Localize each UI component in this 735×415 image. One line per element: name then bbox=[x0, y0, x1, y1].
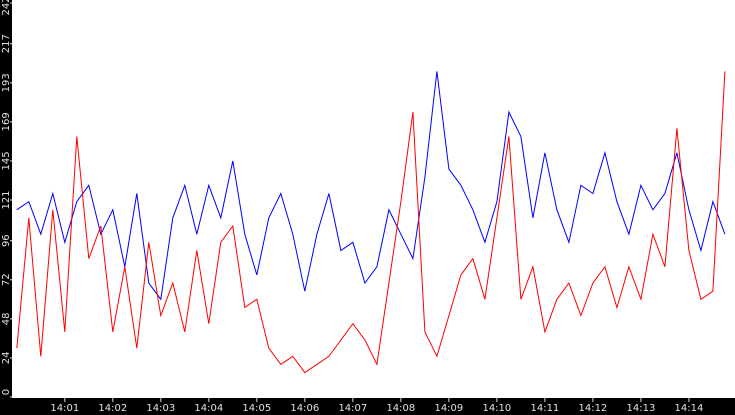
y-tick-label: 217 bbox=[1, 34, 12, 53]
x-tick-label: 14:11 bbox=[530, 403, 559, 414]
y-tick-label: 193 bbox=[1, 73, 12, 92]
x-tick-label: 14:14 bbox=[674, 403, 703, 414]
x-tick-label: 14:07 bbox=[338, 403, 367, 414]
y-tick-label: 0 bbox=[1, 389, 12, 395]
x-tick-label: 14:02 bbox=[98, 403, 127, 414]
x-tick-label: 14:01 bbox=[50, 403, 79, 414]
y-tick-label: 169 bbox=[1, 112, 12, 131]
x-tick-label: 14:12 bbox=[578, 403, 607, 414]
series-line bbox=[16, 71, 726, 301]
x-tick-label: 14:03 bbox=[146, 403, 175, 414]
y-tick-label: 121 bbox=[1, 190, 12, 209]
x-axis-bar bbox=[0, 398, 735, 415]
plot-area bbox=[12, 0, 735, 398]
y-tick-label: 24 bbox=[1, 352, 12, 365]
x-tick-label: 14:08 bbox=[386, 403, 415, 414]
y-tick-label: 145 bbox=[1, 151, 12, 170]
x-tick-label: 14:09 bbox=[434, 403, 463, 414]
y-tick-label: 96 bbox=[1, 234, 12, 247]
series-line bbox=[16, 71, 726, 374]
x-tick-label: 14:05 bbox=[242, 403, 271, 414]
x-tick-label: 14:10 bbox=[482, 403, 511, 414]
y-tick-label: 72 bbox=[1, 273, 12, 286]
x-tick-label: 14:04 bbox=[194, 403, 223, 414]
x-tick-label: 14:06 bbox=[290, 403, 319, 414]
x-tick-label: 14:13 bbox=[626, 403, 655, 414]
y-tick-label: 242 bbox=[1, 0, 12, 16]
y-axis-bar bbox=[0, 0, 12, 415]
y-tick-label: 48 bbox=[1, 312, 12, 325]
